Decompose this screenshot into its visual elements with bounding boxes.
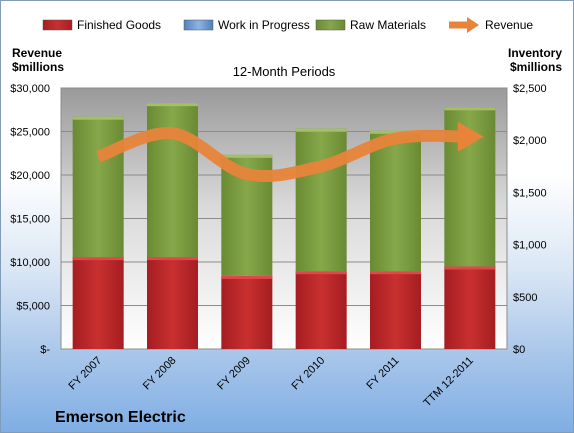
bar-raw-materials [370,130,421,272]
chart-title: 12-Month Periods [233,64,336,79]
company-name: Emerson Electric [55,409,186,426]
bar-raw-materials-top [72,116,124,120]
left-tick-label: $- [40,344,50,356]
legend-raw-materials-label: Raw Materials [350,18,426,32]
bar-finished-goods-top [370,271,421,275]
bar-finished-goods [295,271,347,349]
legend-finished-goods-label: Finished Goods [77,18,161,32]
right-tick-label: $500 [513,292,537,304]
bar-raw-materials-top [295,128,347,132]
revenue-line-layer [96,121,484,183]
revenue-line [96,127,470,183]
legend-revenue-arrow [467,17,479,33]
left-axis-ticks: $- $5,000 $10,000 $15,000 $20,000 $25,000 $30,… [10,83,50,356]
legend: Finished Goods Work in Progress Raw Materi… [42,17,533,33]
right-tick-label: $2,000 [513,135,547,147]
bar-raw-materials [72,116,124,258]
right-axis-title-line2: $millions [510,60,562,74]
bar-finished-goods-top [444,266,496,270]
legend-revenue-label: Revenue [485,18,533,32]
bar-raw-materials-top [444,107,496,111]
bar-finished-goods [370,271,421,349]
x-tick-label: FY 2008 [141,355,179,393]
bar-finished-goods-top [72,257,124,261]
left-axis-title-line1: Revenue [12,46,62,60]
right-axis-title-line1: Inventory [508,46,562,60]
bar-finished-goods [221,275,273,349]
bar-raw-materials [295,128,347,272]
x-tick-label: FY 2010 [290,355,328,393]
x-axis-labels: FY 2007 FY 2008 FY 2009 FY 2010 FY 2011 TTM 1… [67,355,476,410]
bar-finished-goods-top [295,271,347,275]
bar-finished-goods [72,257,124,349]
bar-finished-goods-top [147,257,198,261]
bars [72,103,496,349]
bar-raw-materials-top [221,154,273,158]
left-tick-label: $5,000 [16,301,50,313]
bar-finished-goods-top [221,275,273,279]
left-tick-label: $10,000 [10,257,50,269]
revenue-arrowhead [457,121,484,152]
x-tick-label: FY 2011 [364,355,401,392]
left-tick-label: $15,000 [10,214,50,226]
legend-work-in-progress-label: Work in Progress [218,18,310,32]
x-tick-label: TTM 12-2011 [421,355,476,410]
right-tick-label: $1,000 [513,240,547,252]
right-axis-ticks: $0 $500 $1,000 $1,500 $2,000 $2,500 [513,83,547,356]
bar-raw-materials-top [370,130,421,134]
left-tick-label: $20,000 [10,170,50,182]
left-axis-title-line2: $millions [12,60,64,74]
left-tick-label: $25,000 [10,127,50,139]
right-tick-label: $1,500 [513,187,547,199]
bar-finished-goods [444,266,496,349]
bar-raw-materials [147,103,198,258]
legend-raw-materials-swatch [315,19,346,31]
bar-finished-goods [147,257,198,349]
x-tick-label: FY 2007 [67,355,105,393]
left-tick-label: $30,000 [10,83,50,95]
right-tick-label: $0 [513,344,525,356]
bar-raw-materials-top [147,103,198,107]
right-tick-label: $2,500 [513,83,547,95]
legend-finished-goods-swatch [42,19,73,31]
x-tick-label: FY 2009 [215,355,253,393]
legend-work-in-progress-swatch [183,19,214,31]
